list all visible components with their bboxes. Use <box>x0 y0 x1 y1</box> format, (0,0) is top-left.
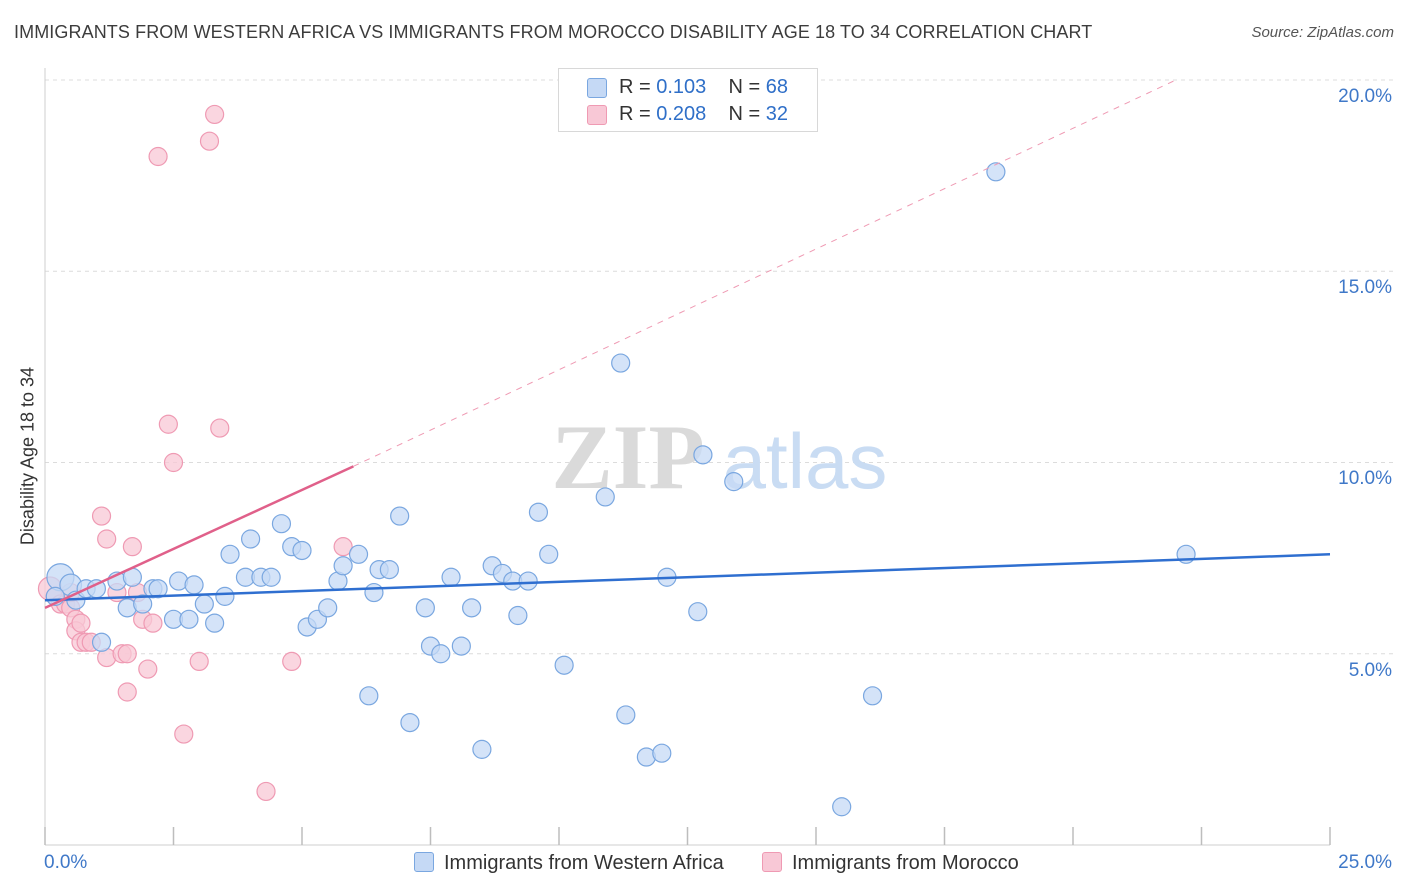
western-africa-point-63 <box>832 797 852 817</box>
western-africa-point-45 <box>472 739 492 759</box>
series-western-africa-points <box>45 162 1196 817</box>
legend-label-morocco: Immigrants from Morocco <box>792 852 1019 874</box>
morocco-point-28 <box>189 651 209 672</box>
western-africa-point-36 <box>379 559 399 580</box>
western-africa-point-5 <box>91 632 112 652</box>
morocco-point-31 <box>210 418 230 438</box>
western-africa-point-29 <box>318 598 338 618</box>
western-africa-point-44 <box>462 598 482 618</box>
trend-line-morocco <box>44 465 354 609</box>
y-tick-label-15: 15.0% <box>1338 277 1392 298</box>
western-africa-point-49 <box>508 605 528 626</box>
western-africa-point-17 <box>205 613 225 633</box>
western-africa-point-42 <box>441 567 461 587</box>
western-africa-point-65 <box>986 162 1006 182</box>
legend-n-label: N = <box>728 103 761 125</box>
western-africa-point-14 <box>179 609 199 629</box>
western-africa-point-31 <box>333 556 353 576</box>
y-axis-label: Disability Age 18 to 34 <box>17 366 38 546</box>
western-africa-point-64 <box>862 686 883 706</box>
western-africa-point-21 <box>241 529 261 549</box>
western-africa-point-16 <box>194 594 214 614</box>
western-africa-point-11 <box>148 579 168 599</box>
western-africa-point-41 <box>431 644 451 664</box>
x-tick-label-min: 0.0% <box>44 852 88 873</box>
western-africa-point-50 <box>518 571 538 591</box>
legend-n-value-pink: 32 <box>765 103 789 125</box>
morocco-point-22 <box>138 659 158 679</box>
legend-item-western-africa: Immigrants from Western Africa <box>414 852 724 875</box>
western-africa-point-15 <box>184 575 204 595</box>
morocco-point-23 <box>143 613 163 633</box>
western-africa-point-55 <box>611 353 631 373</box>
morocco-point-29 <box>199 131 220 151</box>
y-tick-label-10: 10.0% <box>1338 468 1392 489</box>
western-africa-point-37 <box>390 506 410 526</box>
legend-r-label: R = <box>619 103 651 125</box>
morocco-point-30 <box>205 104 225 125</box>
western-africa-point-24 <box>271 514 292 534</box>
morocco-point-19 <box>122 537 142 557</box>
western-africa-point-51 <box>528 502 549 522</box>
correlation-legend: R = 0.103 N = 68 R = 0.208 N = 32 <box>558 68 818 132</box>
legend-r-label: R = <box>619 76 651 98</box>
legend-swatch-western-africa <box>414 852 434 872</box>
western-africa-point-19 <box>220 544 240 564</box>
morocco-point-12 <box>91 506 112 526</box>
western-africa-point-53 <box>554 655 574 675</box>
morocco-point-25 <box>158 414 178 434</box>
morocco-point-27 <box>174 724 194 744</box>
morocco-point-17 <box>117 644 137 664</box>
western-africa-point-62 <box>724 472 744 492</box>
western-africa-point-38 <box>400 712 420 733</box>
legend-r-value-blue: 0.103 <box>656 76 707 98</box>
western-africa-point-60 <box>688 602 708 622</box>
legend-swatch-blue <box>587 78 607 98</box>
y-tick-label-5: 5.0% <box>1348 660 1392 681</box>
watermark-zip: ZIP <box>551 406 704 508</box>
trend-line-western-africa <box>44 553 1331 602</box>
western-africa-point-34 <box>364 582 384 603</box>
western-africa-point-43 <box>451 636 471 656</box>
x-tick-label-max: 25.0% <box>1338 852 1392 873</box>
legend-n-label: N = <box>728 76 761 98</box>
chart-title: IMMIGRANTS FROM WESTERN AFRICA VS IMMIGR… <box>14 22 1093 42</box>
grid <box>45 79 1395 655</box>
legend-swatch-pink <box>587 105 607 125</box>
trend-lines <box>44 79 1331 609</box>
morocco-point-24 <box>148 146 168 167</box>
series-morocco-points <box>37 104 353 802</box>
western-africa-point-9 <box>133 594 153 614</box>
morocco-point-18 <box>117 682 137 702</box>
western-africa-point-56 <box>616 705 636 725</box>
western-africa-point-61 <box>693 445 713 465</box>
axes <box>44 68 1331 846</box>
y-tick-label-20: 20.0% <box>1338 86 1392 107</box>
legend-r-value-pink: 0.208 <box>656 103 707 125</box>
legend-swatch-morocco <box>762 852 782 872</box>
western-africa-point-58 <box>652 743 672 763</box>
trend-line-morocco-extension <box>353 79 1177 467</box>
watermark-atlas: atlas <box>723 417 888 505</box>
western-africa-point-39 <box>415 598 435 618</box>
morocco-point-13 <box>97 529 117 549</box>
legend-label-western-africa: Immigrants from Western Africa <box>444 852 724 874</box>
morocco-point-8 <box>71 613 91 633</box>
western-africa-point-52 <box>539 544 559 564</box>
western-africa-point-54 <box>595 487 615 507</box>
morocco-point-26 <box>163 452 184 473</box>
legend-item-morocco: Immigrants from Morocco <box>762 852 1019 875</box>
western-africa-point-32 <box>348 544 369 564</box>
western-africa-point-26 <box>292 540 312 561</box>
western-africa-point-33 <box>359 686 379 706</box>
western-africa-point-23 <box>261 567 281 587</box>
morocco-point-34 <box>333 537 353 557</box>
morocco-point-32 <box>256 781 276 802</box>
legend-n-value-blue: 68 <box>765 76 789 98</box>
morocco-point-33 <box>282 651 302 672</box>
source-label: Source: ZipAtlas.com <box>1251 24 1394 41</box>
western-africa-point-18 <box>215 586 235 606</box>
